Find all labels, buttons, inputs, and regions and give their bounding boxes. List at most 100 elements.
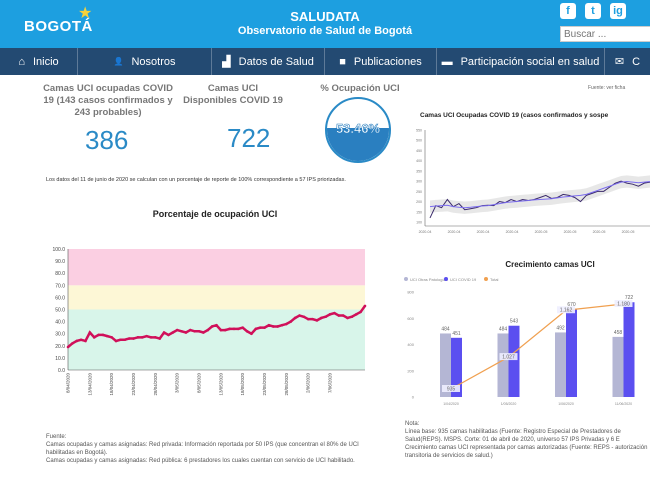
data-point (215, 323, 218, 327)
x-tick-label: 2020-04 (506, 230, 519, 234)
data-point (298, 314, 301, 317)
data-point (162, 331, 166, 334)
x-tick-label: 8/04/2020 (66, 373, 71, 394)
data-point (127, 337, 131, 340)
y-tick-label: 100 (416, 221, 422, 225)
data-point (119, 338, 122, 342)
bar-covid (566, 309, 577, 397)
twitter-icon[interactable]: t (585, 3, 601, 19)
x-tick-label: 28/05/2020 (284, 373, 289, 396)
total-label-bg (499, 353, 518, 361)
bogota-logo[interactable]: BOGOTÁ (24, 18, 93, 35)
nav-label: C (632, 55, 641, 68)
bar-otras (497, 333, 509, 397)
footer-right: Nota: Línea base: 935 camas habilitadas … (405, 420, 650, 460)
legend-label: Total (490, 277, 499, 282)
x-tick-label: 23/05/2020 (262, 373, 267, 396)
book-icon: ■ (339, 55, 346, 68)
data-point (293, 316, 297, 320)
data-point (311, 317, 314, 321)
nav-datos-salud[interactable]: ▟ Datos de Salud (212, 48, 325, 75)
y-tick-label: 450 (416, 149, 422, 153)
total-value-label: 935 (447, 387, 456, 393)
search-input[interactable] (560, 26, 650, 42)
y-tick-label: 250 (416, 190, 422, 194)
y-tick-label: 10.0 (55, 356, 65, 362)
legend-label: UCI COVID 19 (450, 277, 477, 282)
home-icon: ⌂ (18, 55, 25, 68)
bar-covid (451, 337, 462, 397)
nav-contacto[interactable]: ✉ C (605, 48, 650, 75)
y-tick-label: 80.0 (55, 271, 65, 277)
x-tick-label: 28/04/2020 (153, 373, 158, 396)
data-point (346, 316, 349, 320)
data-point (350, 315, 354, 319)
y-tick-label: 90.0 (55, 259, 65, 265)
data-point (267, 323, 271, 327)
nav-nosotros[interactable]: 👤 Nosotros (78, 48, 212, 75)
data-point (328, 313, 332, 316)
bar-value-label: 492 (556, 325, 565, 331)
data-point (175, 328, 179, 332)
total-value-label: 1.180 (617, 302, 630, 308)
data-point (154, 336, 157, 339)
data-point (101, 333, 105, 337)
data-point (188, 328, 192, 332)
legend-marker (444, 277, 448, 281)
data-point (171, 331, 175, 334)
data-note: Los datos del 11 de junio de 2020 se cal… (46, 177, 346, 183)
star-icon: ★ (78, 5, 93, 22)
data-point (241, 326, 245, 329)
data-point (320, 316, 323, 320)
x-tick-label: 23/04/2020 (131, 373, 136, 396)
bar-value-label: 451 (452, 331, 461, 337)
bar-otras (440, 333, 451, 397)
x-tick-label: 8/05/2020 (197, 373, 202, 394)
facebook-icon[interactable]: f (560, 3, 576, 19)
nav-inicio[interactable]: ⌂ Inicio (0, 48, 78, 75)
data-point (341, 314, 345, 317)
data-point (158, 337, 162, 340)
data-point (223, 328, 227, 332)
y-tick-label: 70.0 (55, 283, 65, 289)
y-tick-label: 30.0 (55, 332, 65, 338)
mail-icon: ✉ (614, 56, 625, 68)
data-point (276, 325, 279, 328)
y-tick-label: 400 (416, 159, 422, 163)
y-tick-label: 150 (416, 210, 422, 214)
data-point (245, 329, 249, 333)
y-tick-label: 500 (416, 139, 422, 143)
data-point (75, 339, 79, 343)
data-point (232, 327, 236, 331)
nav-label: Nosotros (131, 55, 176, 68)
x-tick-label: 1/04/2020 (443, 402, 459, 406)
data-point (132, 337, 135, 340)
data-point (306, 317, 310, 321)
data-point (302, 315, 306, 319)
data-point (92, 336, 96, 339)
bar-chart-icon: ▟ (222, 56, 231, 68)
main-nav: ⌂ Inicio 👤 Nosotros ▟ Datos de Salud ■ Publi… (0, 48, 650, 75)
legend-label: UCI Otras Patologías (410, 277, 448, 282)
data-point (88, 331, 92, 334)
footer-line: Nota: (405, 421, 420, 427)
data-point (66, 345, 70, 349)
growth-chart: UCI Otras Patologías UCI COVID 19 Total 0 20… (404, 277, 635, 406)
data-point (315, 319, 319, 322)
confidence-band (430, 175, 650, 214)
bar-covid (623, 302, 635, 397)
footer-left: Fuente: Camas ocupadas y camas asignadas… (46, 433, 376, 465)
data-point (106, 334, 109, 338)
data-point (271, 325, 275, 328)
instagram-icon[interactable]: ig (610, 3, 626, 19)
data-point (228, 327, 231, 331)
nav-publicaciones[interactable]: ■ Publicaciones (325, 48, 437, 75)
x-tick-label: 13/05/2020 (218, 373, 223, 396)
nav-label: Inicio (32, 55, 59, 68)
kpi-occupied-label: Camas UCI ocupadas COVID 19 (143 casos c… (43, 83, 173, 118)
nav-participacion[interactable]: ▬ Participación social en salud (437, 48, 605, 75)
y-tick-label: 50.0 (55, 308, 65, 314)
x-tick-label: 2020-04 (448, 230, 461, 234)
x-tick-label: 13/04/2020 (87, 373, 92, 396)
occupancy-gauge: 53.46% (325, 97, 391, 163)
